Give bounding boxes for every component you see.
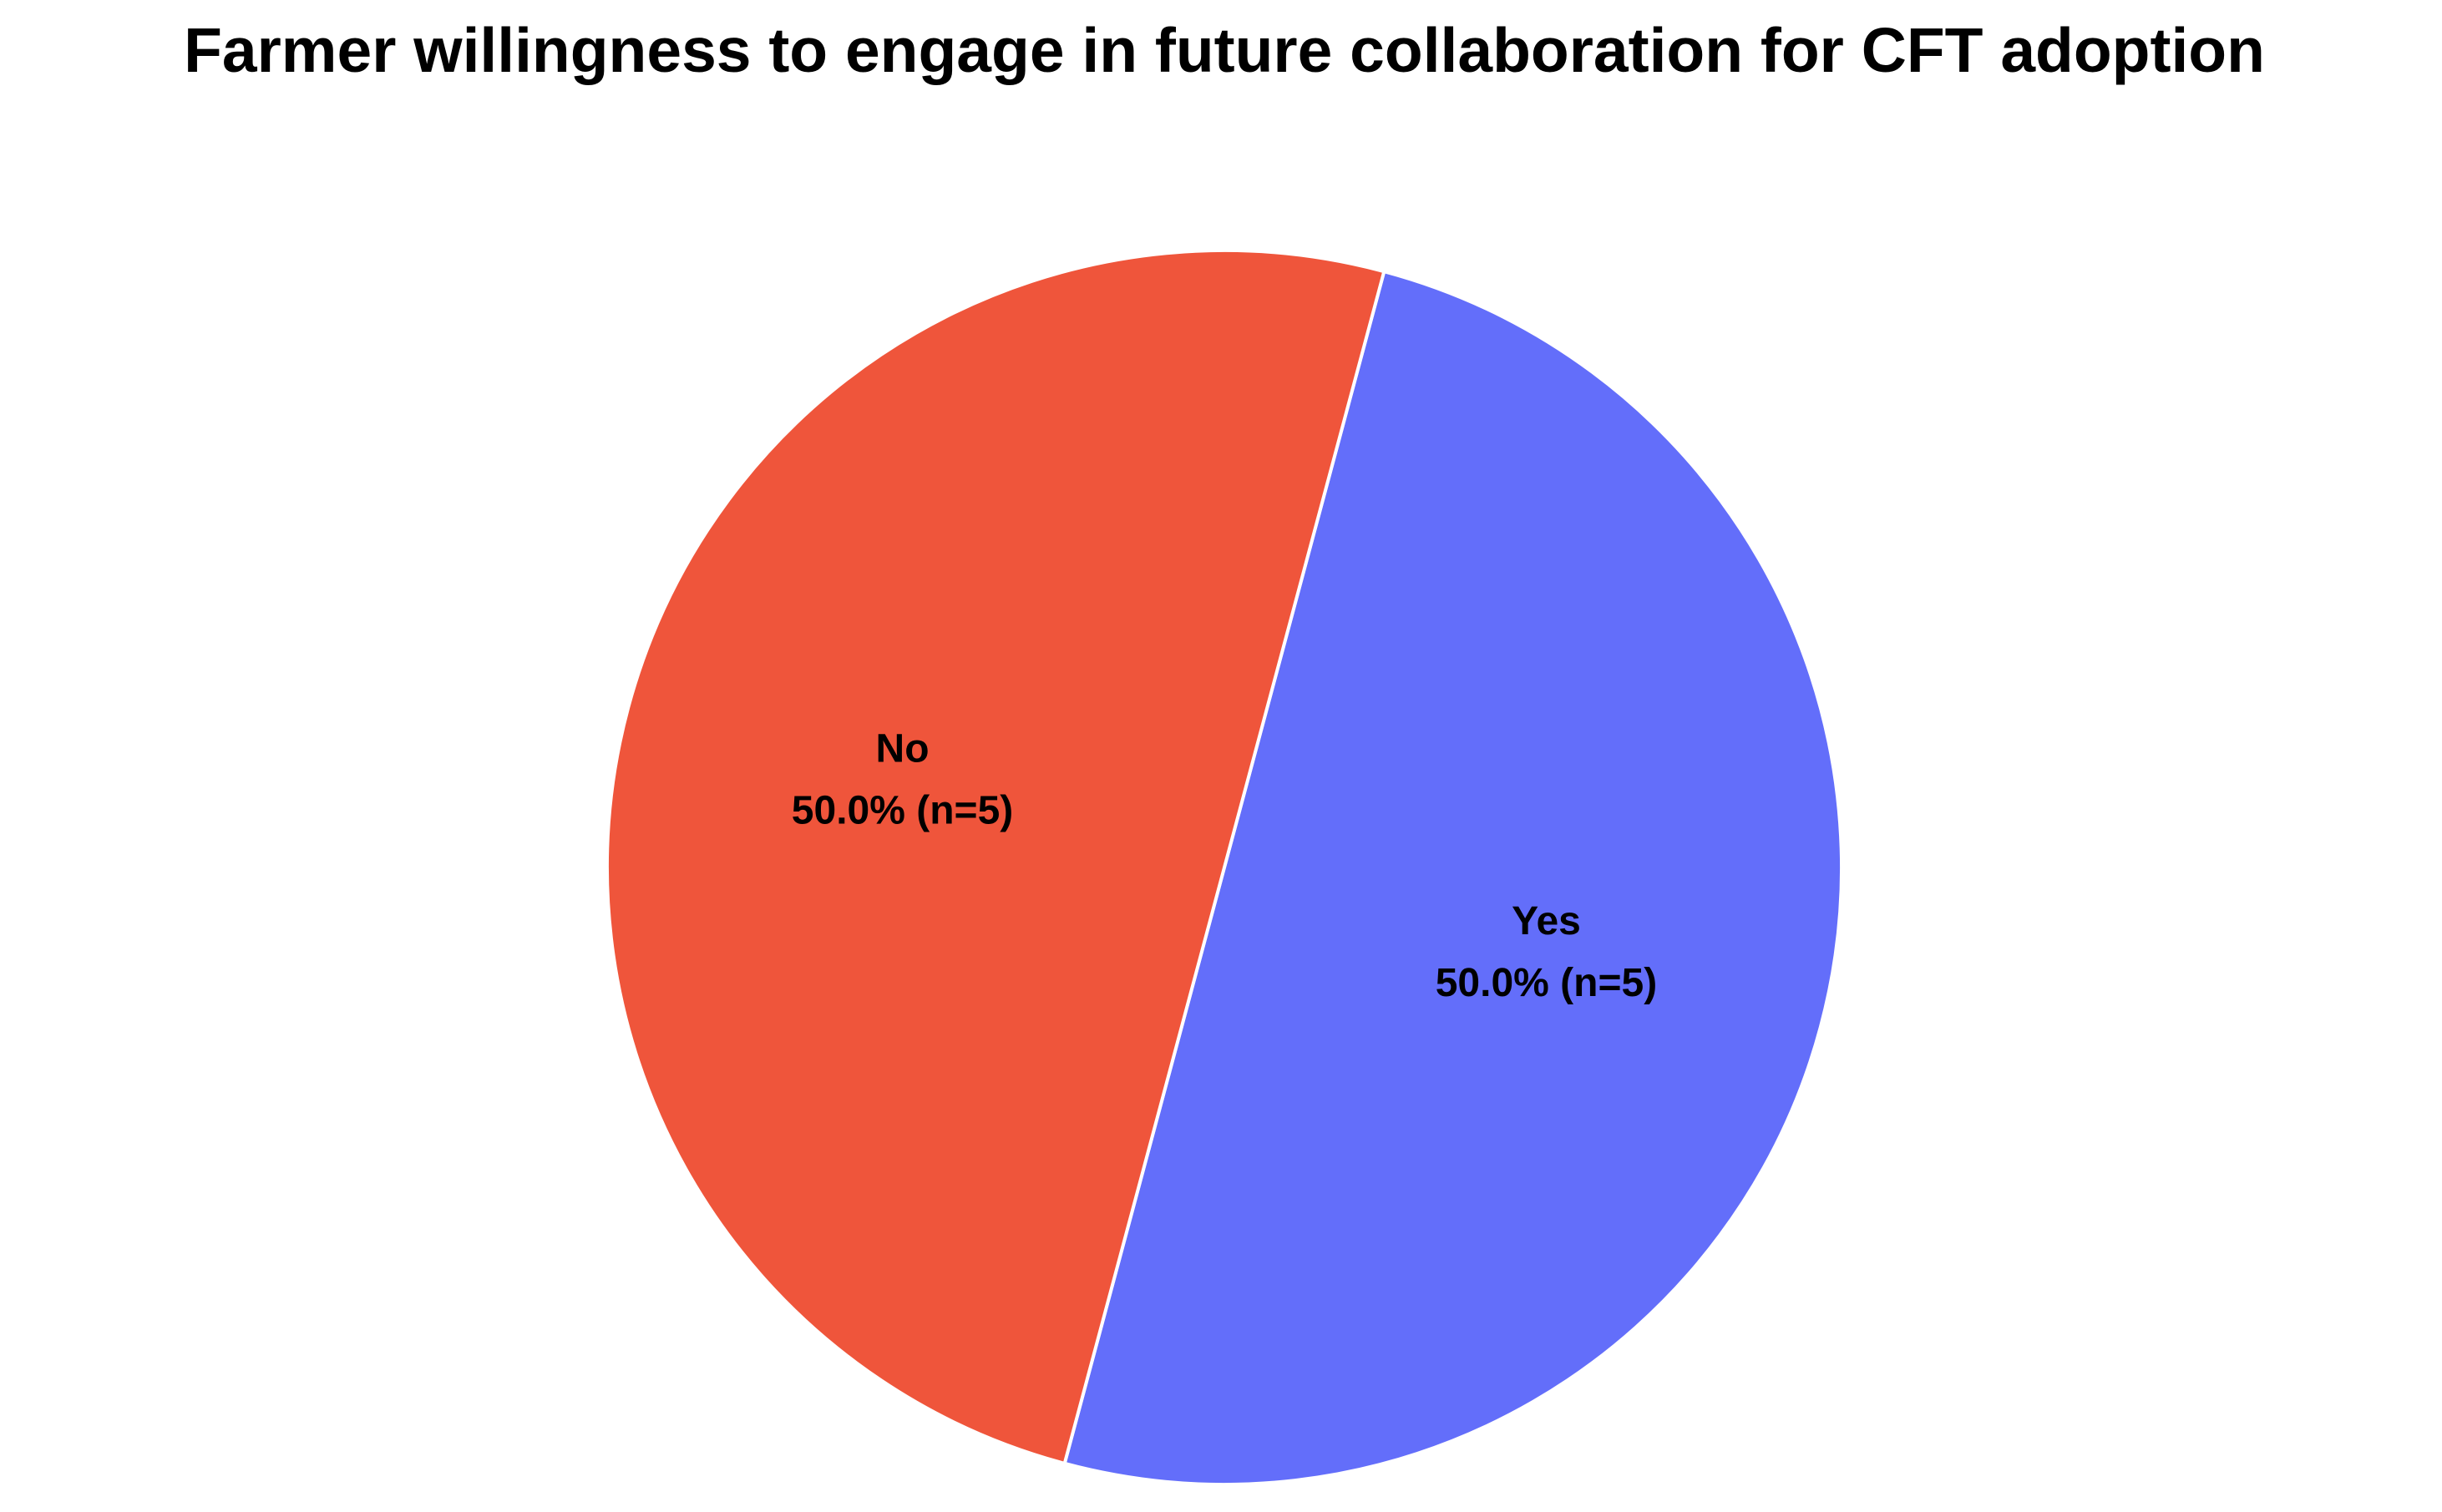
slice-value-label: 50.0% (n=5) <box>792 788 1013 832</box>
slice-label: Yes <box>1512 899 1581 943</box>
slice-value-label: 50.0% (n=5) <box>1436 961 1657 1005</box>
chart-title: Farmer willingness to engage in future c… <box>184 15 2265 85</box>
pie-slice <box>605 249 1386 1466</box>
slice-label: No <box>876 726 930 771</box>
pie-slice <box>1062 269 1843 1486</box>
